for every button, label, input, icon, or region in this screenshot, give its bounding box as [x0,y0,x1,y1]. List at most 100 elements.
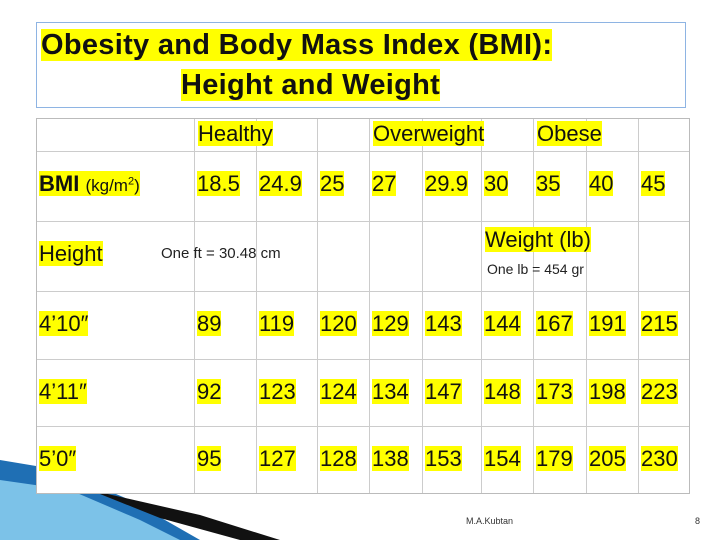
weight-value: 147 [425,379,462,404]
weight-value-cell: 230 [641,446,678,472]
weight-value-cell: 179 [536,446,573,472]
weight-value-cell: 128 [320,446,357,472]
weight-value: 119 [259,311,295,336]
bmi-value: 40 [589,171,614,196]
bmi-label-wrap: BMI (kg/m2) [39,171,140,196]
column-line [194,119,195,493]
bmi-value: 27 [372,171,397,196]
height-label: Height [39,241,103,266]
weight-value: 95 [197,446,222,471]
column-group: Healthy [198,121,273,146]
row-line [37,426,689,427]
weight-value-cell: 129 [372,311,409,337]
weight-value: 230 [641,446,678,471]
weight-value-cell: 153 [425,446,462,472]
bmi-value-cell: 27 [372,171,397,197]
weight-value-cell: 123 [259,379,296,405]
height: 5’0″ [39,446,77,471]
weight-value-cell: 95 [197,446,222,472]
height-label-cell: Height [39,241,103,267]
bmi-unit-wrap: (kg/m2) [85,175,139,195]
weight-value: 127 [259,446,296,471]
weight-value: 179 [536,446,573,471]
weight-value-cell: 127 [259,446,296,472]
weight-value: 120 [320,311,357,336]
weight-value: 198 [589,379,626,404]
subtitle: Height and Weight [181,69,441,101]
column-group-cell: Healthy [198,121,273,147]
bmi-value: 35 [536,171,561,196]
weight-value: 134 [372,379,409,404]
weight-value: 223 [641,379,678,404]
bmi-value: 30 [484,171,509,196]
weight-value-cell: 191 [589,311,626,337]
weight-value-cell: 205 [589,446,626,472]
column-line [481,119,482,493]
row-line [37,291,689,292]
weight-value: 205 [589,446,626,471]
weight-value: 153 [425,446,462,471]
column-line [638,119,639,493]
weight-value-cell: 173 [536,379,573,405]
weight-value-cell: 144 [484,311,521,337]
bmi-label-cell: BMI (kg/m2) [39,171,140,197]
weight-value: 138 [372,446,409,471]
bmi-value-cell: 29.9 [425,171,468,197]
weight-value: 143 [425,311,462,336]
weight-value: 128 [320,446,357,471]
bmi-value-cell: 40 [589,171,614,197]
weight-value: 167 [536,311,573,336]
weight-value-cell: 215 [641,311,678,337]
bmi-value: 25 [320,171,345,196]
weight-label: Weight (lb) [485,227,591,252]
column-line [317,119,318,493]
weight-value: 124 [320,379,357,404]
weight-value-cell: 154 [484,446,521,472]
column-line [533,119,534,493]
bmi-value-cell: 45 [641,171,666,197]
bmi-value-cell: 25 [320,171,345,197]
bmi-value: 29.9 [425,171,468,196]
weight-value: 154 [484,446,521,471]
weight-value-cell: 148 [484,379,521,405]
weight-value-cell: 120 [320,311,357,337]
column-line [369,119,370,493]
bmi-table: Healthy Overweight Obese BMI (kg/m2) 18.5 24.… [36,118,690,494]
column-line [586,119,587,493]
title: Obesity and Body Mass Index (BMI): [41,29,553,61]
weight-value-cell: 134 [372,379,409,405]
title-box: Obesity and Body Mass Index (BMI): Heigh… [36,22,686,108]
weight-value: 173 [536,379,573,404]
page-number: 8 [695,516,701,526]
height-note: One ft = 30.48 cm [161,245,281,262]
weight-value-cell: 167 [536,311,573,337]
height: 4’10″ [39,311,89,336]
row-line [37,151,689,152]
bmi-value: 18.5 [197,171,240,196]
weight-label-cell: Weight (lb) [485,227,591,253]
height-cell: 4’10″ [39,311,89,337]
weight-value: 215 [641,311,678,336]
weight-value-cell: 223 [641,379,678,405]
bmi-value-cell: 30 [484,171,509,197]
weight-value: 123 [259,379,296,404]
bmi-value: 45 [641,171,666,196]
column-group-cell: Obese [537,121,602,147]
bmi-value-cell: 24.9 [259,171,302,197]
weight-value: 148 [484,379,521,404]
height-cell: 4’11″ [39,379,87,405]
weight-value-cell: 92 [197,379,222,405]
column-group: Obese [537,121,602,146]
weight-value-cell: 138 [372,446,409,472]
weight-value-cell: 119 [259,311,295,337]
height-cell: 5’0″ [39,446,77,472]
bmi-value-cell: 35 [536,171,561,197]
bmi-unit: (kg/m [85,176,128,195]
row-line [37,359,689,360]
column-group: Overweight [373,121,485,146]
height: 4’11″ [39,379,87,404]
weight-value: 92 [197,379,222,404]
weight-value: 144 [484,311,521,336]
row-line [37,221,689,222]
